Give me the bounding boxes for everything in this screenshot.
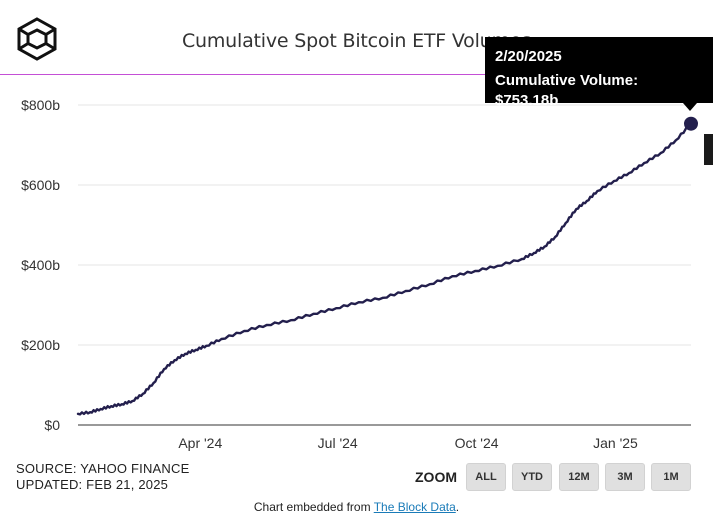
x-tick-label: Jul '24 <box>318 435 358 451</box>
tooltip-label: Cumulative Volume: <box>495 72 639 89</box>
tooltip-arrow <box>683 103 697 111</box>
y-tick-label: $600b <box>21 177 60 193</box>
updated-text: UPDATED: FEB 21, 2025 <box>16 477 169 492</box>
y-tick-label: $0 <box>44 417 60 433</box>
hover-point-marker[interactable] <box>684 116 698 131</box>
embed-suffix: . <box>455 500 460 514</box>
tooltip-value-line: Cumulative Volume: $753.18b <box>495 71 703 111</box>
embed-link[interactable]: The Block Data <box>373 500 456 514</box>
y-tick-label: $800b <box>21 97 60 113</box>
chart-title: Cumulative Spot Bitcoin ETF Volumes <box>181 30 532 52</box>
y-tick-label: $400b <box>21 257 60 273</box>
source-block: SOURCE: YAHOO FINANCE UPDATED: FEB 21, 2… <box>16 461 189 493</box>
zoom-1m-button[interactable]: 1M <box>651 463 691 491</box>
x-tick-label: Jan '25 <box>593 435 638 451</box>
tooltip-value: $753.18b <box>495 92 559 109</box>
x-tick-label: Apr '24 <box>178 435 222 451</box>
zoom-12m-button[interactable]: 12M <box>559 463 599 491</box>
title-divider <box>0 74 713 75</box>
line-chart[interactable]: $0 $200b $400b $600b $800b Apr '24 Jul '24 Oct… <box>0 0 713 460</box>
zoom-label: ZOOM <box>415 469 457 485</box>
cube-logo-icon <box>17 17 57 61</box>
zoom-3m-button[interactable]: 3M <box>605 463 645 491</box>
series-line <box>76 122 693 416</box>
y-tick-label: $200b <box>21 337 60 353</box>
tooltip-date: 2/20/2025 <box>495 48 562 65</box>
embed-prefix: Chart embedded from <box>253 500 374 514</box>
embed-note: Chart embedded from The Block Data. <box>0 500 713 514</box>
x-tick-label: Oct '24 <box>455 435 499 451</box>
zoom-ytd-button[interactable]: YTD <box>512 463 552 491</box>
zoom-all-button[interactable]: ALL <box>466 463 506 491</box>
source-text: SOURCE: YAHOO FINANCE <box>16 461 190 476</box>
side-panel-tab[interactable] <box>704 134 713 165</box>
tooltip: 2/20/2025 Cumulative Volume: $753.18b <box>485 37 713 109</box>
